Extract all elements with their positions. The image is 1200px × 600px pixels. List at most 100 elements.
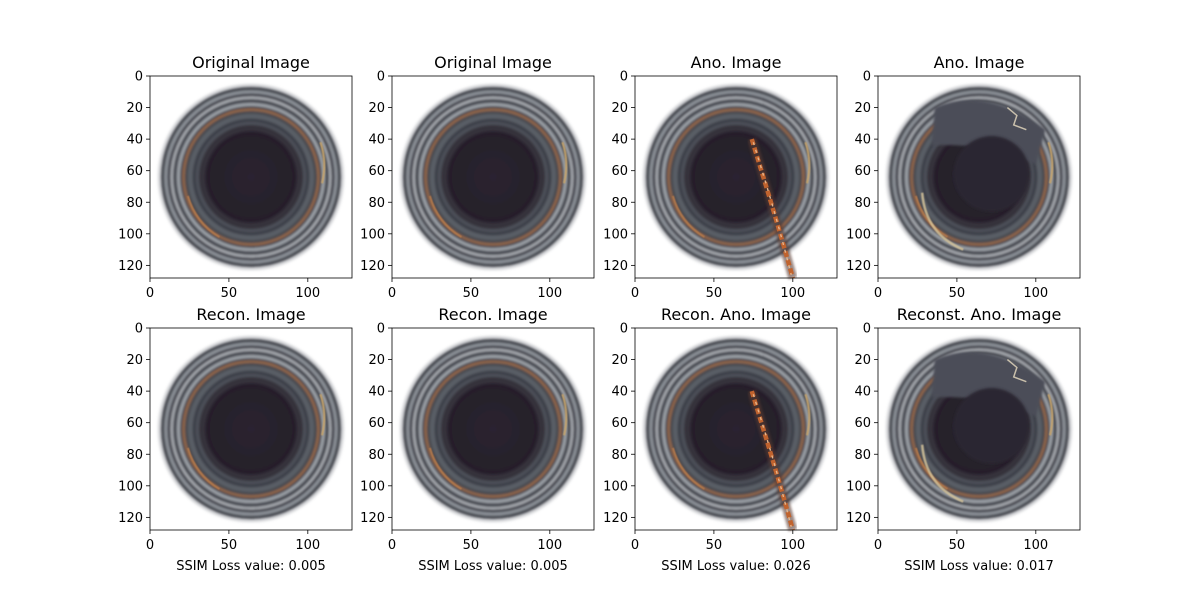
y-tick-label: 120 [360,511,385,526]
broken-rim-defect [920,352,1046,503]
y-tick-label: 60 [854,164,871,179]
ssim-loss-label: SSIM Loss value: 0.005 [418,559,568,574]
x-tick-label: 50 [463,538,480,553]
x-tick-label: 50 [706,538,723,553]
axes-frame [391,75,595,279]
x-tick-label: 50 [949,538,966,553]
y-tick-label: 100 [118,227,143,242]
y-tick-label: 120 [118,511,143,526]
y-tick-label: 0 [620,70,628,85]
y-tick-label: 80 [126,448,143,463]
y-tick-label: 20 [126,353,143,368]
x-tick-label: 50 [463,286,480,301]
x-tick-label: 0 [146,538,154,553]
y-tick-label: 0 [135,70,143,85]
y-tick-label: 100 [118,479,143,494]
y-tick-label: 60 [368,164,385,179]
bottle-image [878,76,1080,278]
y-tick-label: 60 [611,164,628,179]
y-tick-label: 120 [118,259,143,274]
y-tick-label: 80 [854,448,871,463]
y-tick-label: 40 [611,385,628,400]
y-tick-label: 120 [846,511,871,526]
bottle-image [635,328,837,532]
x-tick-label: 0 [631,538,639,553]
axes-frame [634,75,838,279]
crack-defect [747,137,798,280]
x-tick-label: 50 [949,286,966,301]
axes-frame [634,327,838,531]
x-tick-label: 100 [780,286,805,301]
y-tick-label: 0 [863,70,871,85]
x-tick-label: 50 [706,286,723,301]
x-tick-label: 100 [295,286,320,301]
y-tick-label: 0 [377,70,385,85]
x-tick-label: 0 [388,538,396,553]
y-tick-label: 40 [368,133,385,148]
ssim-loss-label: SSIM Loss value: 0.017 [904,559,1054,574]
y-tick-label: 80 [368,448,385,463]
y-tick-label: 40 [368,385,385,400]
ssim-loss-label: SSIM Loss value: 0.026 [661,559,811,574]
x-tick-label: 0 [874,286,882,301]
y-tick-label: 20 [611,353,628,368]
y-tick-label: 100 [360,479,385,494]
crack-defect [747,389,798,532]
x-tick-label: 100 [1023,538,1048,553]
y-tick-label: 20 [126,101,143,116]
x-tick-label: 100 [537,286,562,301]
x-tick-label: 100 [537,538,562,553]
axes-frame [391,327,595,531]
y-tick-label: 60 [368,416,385,431]
bottle-image [878,328,1080,530]
y-tick-label: 60 [126,164,143,179]
x-tick-label: 100 [295,538,320,553]
x-tick-label: 0 [874,538,882,553]
axes-frame [877,75,1081,279]
x-tick-label: 100 [1023,286,1048,301]
bottle-image [392,76,594,278]
subplot-title: Recon. Image [196,305,305,324]
y-tick-label: 0 [377,322,385,337]
axes-frame [877,327,1081,531]
broken-rim-defect [920,100,1046,251]
y-tick-label: 80 [611,196,628,211]
y-tick-label: 0 [620,322,628,337]
x-tick-label: 0 [388,286,396,301]
y-tick-label: 80 [854,196,871,211]
y-tick-label: 0 [135,322,143,337]
y-tick-label: 100 [846,479,871,494]
x-tick-label: 0 [146,286,154,301]
subplot-title: Recon. Ano. Image [661,305,811,324]
y-tick-label: 80 [368,196,385,211]
y-tick-label: 40 [854,133,871,148]
axes-frame [149,327,353,531]
bottle-image [150,76,352,278]
bottle-image [392,328,594,530]
y-tick-label: 120 [846,259,871,274]
subplot-title: Original Image [434,53,552,72]
x-tick-label: 0 [631,286,639,301]
y-tick-label: 40 [126,133,143,148]
subplot-title: Recon. Image [438,305,547,324]
x-tick-label: 100 [780,538,805,553]
y-tick-label: 60 [611,416,628,431]
y-tick-label: 0 [863,322,871,337]
y-tick-label: 40 [126,385,143,400]
y-tick-label: 40 [611,133,628,148]
subplot-title: Ano. Image [934,53,1025,72]
y-tick-label: 100 [846,227,871,242]
y-tick-label: 60 [854,416,871,431]
y-tick-label: 20 [854,353,871,368]
y-tick-label: 120 [360,259,385,274]
y-tick-label: 20 [368,353,385,368]
y-tick-label: 100 [603,227,628,242]
y-tick-label: 120 [603,511,628,526]
